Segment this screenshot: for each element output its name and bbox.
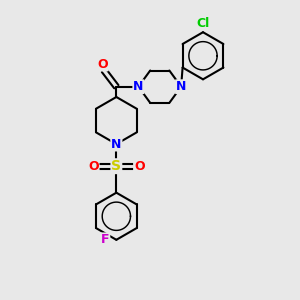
Text: N: N bbox=[111, 138, 122, 151]
Text: O: O bbox=[88, 160, 99, 173]
Text: N: N bbox=[133, 80, 144, 93]
Text: Cl: Cl bbox=[196, 17, 210, 30]
Text: F: F bbox=[101, 233, 110, 246]
Text: S: S bbox=[111, 159, 122, 173]
Text: O: O bbox=[134, 160, 145, 173]
Text: N: N bbox=[176, 80, 186, 93]
Text: O: O bbox=[97, 58, 108, 70]
